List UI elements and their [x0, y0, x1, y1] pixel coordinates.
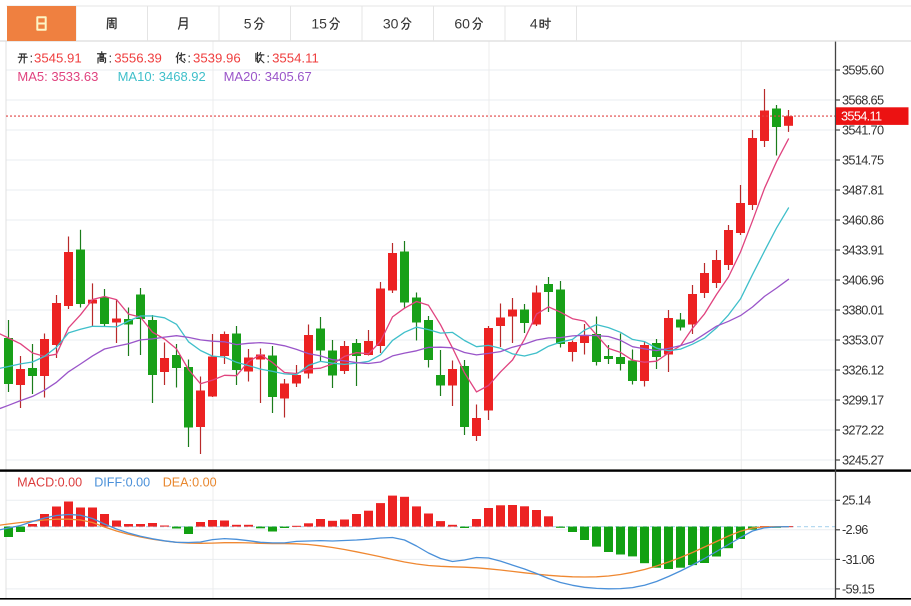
svg-text:3406.96: 3406.96: [842, 272, 884, 287]
svg-text:5: 5: [244, 16, 252, 32]
svg-text:3460.86: 3460.86: [842, 212, 884, 227]
svg-text:3556.39: 3556.39: [114, 50, 162, 65]
svg-text:3353.07: 3353.07: [842, 332, 884, 347]
svg-text:3245.27: 3245.27: [842, 452, 884, 467]
svg-text:-59.15: -59.15: [842, 581, 875, 596]
svg-text:3380.01: 3380.01: [842, 302, 884, 317]
svg-text::: :: [109, 50, 113, 65]
svg-text:3545.91: 3545.91: [34, 50, 82, 65]
svg-text:25.14: 25.14: [842, 493, 871, 508]
svg-text:MA20: 3405.67: MA20: 3405.67: [224, 69, 312, 84]
svg-text:3554.11: 3554.11: [841, 109, 882, 124]
svg-text:DIFF:0.00: DIFF:0.00: [94, 476, 150, 490]
svg-text:3272.22: 3272.22: [842, 422, 884, 437]
svg-text::: :: [30, 50, 34, 65]
svg-text:3433.91: 3433.91: [842, 242, 884, 257]
svg-text:DEA:0.00: DEA:0.00: [163, 476, 217, 490]
svg-text:4: 4: [530, 16, 538, 32]
svg-text:MA5: 3533.63: MA5: 3533.63: [17, 69, 98, 84]
svg-text:60: 60: [454, 16, 470, 32]
svg-text:30: 30: [383, 16, 399, 32]
svg-text:3299.17: 3299.17: [842, 392, 884, 407]
svg-text:3487.81: 3487.81: [842, 182, 884, 197]
svg-text:MA10: 3468.92: MA10: 3468.92: [118, 69, 206, 84]
svg-text::: :: [187, 50, 191, 65]
svg-text:3541.70: 3541.70: [842, 122, 884, 137]
svg-text:MACD:0.00: MACD:0.00: [17, 476, 82, 490]
svg-text:3539.96: 3539.96: [193, 50, 241, 65]
svg-text:3568.65: 3568.65: [842, 92, 884, 107]
svg-text:3554.11: 3554.11: [272, 50, 319, 65]
svg-text:3514.75: 3514.75: [842, 152, 884, 167]
svg-text:3326.12: 3326.12: [842, 362, 884, 377]
svg-text:15: 15: [311, 16, 327, 32]
svg-text:-31.06: -31.06: [842, 552, 875, 567]
svg-text:3595.60: 3595.60: [842, 62, 884, 77]
svg-text:-2.96: -2.96: [842, 522, 868, 537]
svg-text::: :: [266, 50, 270, 65]
